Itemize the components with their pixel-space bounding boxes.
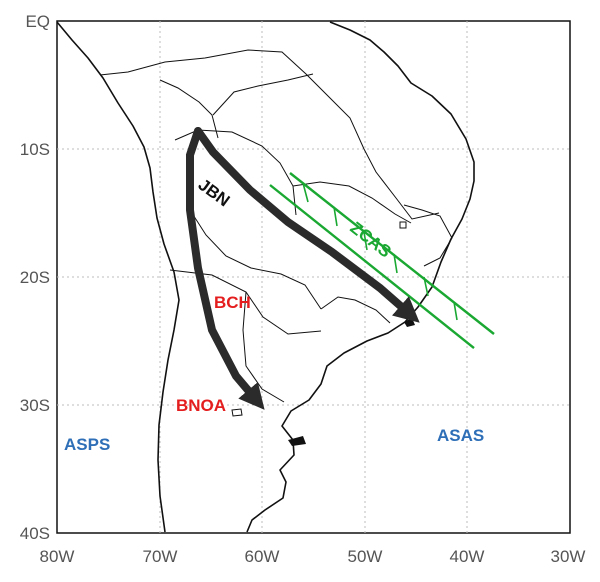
label-asps: ASPS <box>64 435 110 454</box>
bnoa-marker <box>231 408 243 417</box>
y-axis-labels: EQ 10S 20S 30S 40S <box>20 12 50 543</box>
zcas-line-upper <box>289 172 495 335</box>
arrow-to-southeast <box>194 127 420 323</box>
x-tick-60w: 60W <box>245 547 280 566</box>
x-tick-70w: 70W <box>143 547 178 566</box>
zcas-band <box>269 172 495 349</box>
x-axis-labels: 80W 70W 60W 50W 40W 30W <box>40 547 586 566</box>
x-tick-50w: 50W <box>348 547 383 566</box>
x-tick-40w: 40W <box>450 547 485 566</box>
jet-arrows <box>186 127 420 410</box>
y-tick-10s: 10S <box>20 140 50 159</box>
label-bch: BCH <box>214 293 251 312</box>
zcas-hatching <box>302 182 458 321</box>
label-asas: ASAS <box>437 426 484 445</box>
y-tick-eq: EQ <box>25 12 50 31</box>
arrow-to-south <box>186 127 265 410</box>
label-bnoa: BNOA <box>176 396 226 415</box>
y-tick-40s: 40S <box>20 524 50 543</box>
y-tick-20s: 20S <box>20 268 50 287</box>
y-tick-30s: 30S <box>20 396 50 415</box>
zcas-line-lower <box>269 184 475 349</box>
x-tick-30w: 30W <box>551 547 586 566</box>
x-tick-80w: 80W <box>40 547 75 566</box>
